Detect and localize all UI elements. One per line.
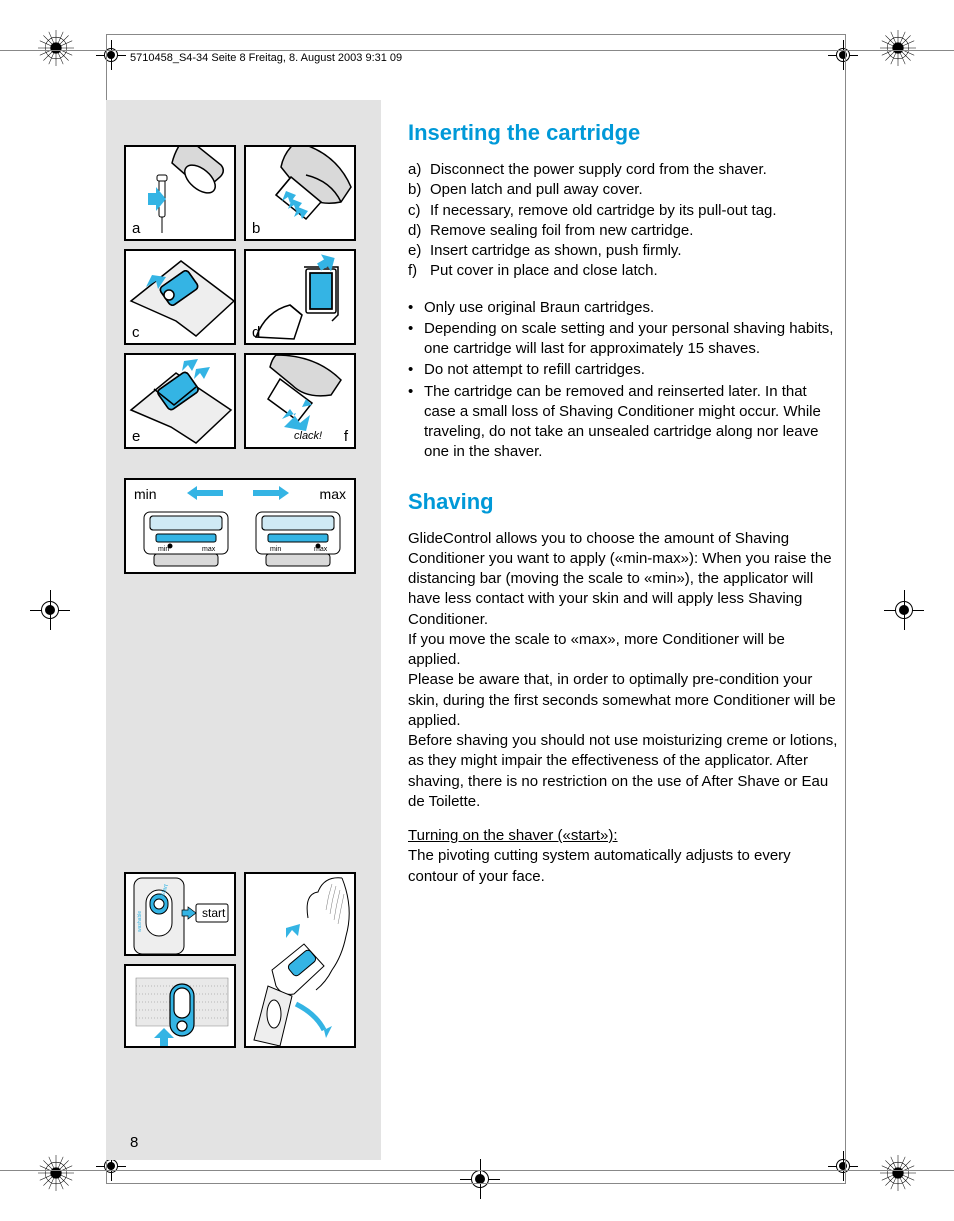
diagram-a: a	[124, 145, 236, 241]
svg-text:start: start	[202, 906, 226, 920]
max-label: max	[320, 486, 346, 502]
turning-subhead: Turning on the shaver («start»):	[408, 827, 618, 844]
diagram-label-c: c	[132, 324, 140, 341]
heading-shaving: Shaving	[408, 489, 838, 515]
svg-text:min: min	[270, 546, 281, 553]
diagram-e: e	[124, 353, 236, 449]
minmax-diagram: min max min max min max	[124, 478, 356, 574]
reg-mark-right	[884, 590, 924, 630]
diagram-f: clack! f	[244, 353, 356, 449]
clack-text: clack!	[294, 430, 322, 442]
page-number: 8	[130, 1134, 138, 1151]
svg-text:max: max	[202, 546, 216, 553]
printer-mark-tr	[880, 30, 916, 66]
reg-mark-left	[30, 590, 70, 630]
shaving-para-1: GlideControl allows you to choose the am…	[408, 529, 838, 630]
svg-text:min: min	[158, 546, 169, 553]
start-diagram-switch: start washable start	[124, 872, 236, 956]
start-diagram-grid: start washable start	[124, 872, 356, 1048]
inserting-steps: a)Disconnect the power supply cord from …	[408, 160, 838, 282]
min-label: min	[134, 486, 157, 502]
diagram-label-d: d	[252, 324, 260, 341]
diagram-d: d	[244, 249, 356, 345]
diagram-label-f: f	[344, 428, 348, 445]
page-header-meta: 5710458_S4-34 Seite 8 Freitag, 8. August…	[130, 52, 402, 64]
heading-inserting: Inserting the cartridge	[408, 120, 838, 146]
printer-mark-bl	[38, 1155, 74, 1191]
text-column: Inserting the cartridge a)Disconnect the…	[408, 120, 838, 901]
turning-body: The pivoting cutting system automaticall…	[408, 846, 838, 887]
arrow-left-icon	[187, 486, 223, 500]
diagram-b: b	[244, 145, 356, 241]
diagram-c: c	[124, 249, 236, 345]
shaving-para-1b: If you move the scale to «max», more Con…	[408, 630, 838, 671]
start-diagram-glide	[124, 964, 236, 1048]
printer-mark-tl	[38, 30, 74, 66]
svg-text:washable: washable	[137, 911, 143, 932]
diagram-label-a: a	[132, 220, 140, 237]
printer-mark-br	[880, 1155, 916, 1191]
inserting-bullets: •Only use original Braun cartridges. •De…	[408, 298, 838, 463]
diagram-label-b: b	[252, 220, 260, 237]
diagram-label-e: e	[132, 428, 140, 445]
shaving-para-1c: Please be aware that, in order to optima…	[408, 670, 838, 731]
arrow-right-icon	[253, 486, 289, 500]
cartridge-diagram-grid: a b	[124, 145, 356, 457]
shaving-para-1d: Before shaving you should not use moistu…	[408, 731, 838, 812]
start-diagram-face	[244, 872, 356, 1048]
